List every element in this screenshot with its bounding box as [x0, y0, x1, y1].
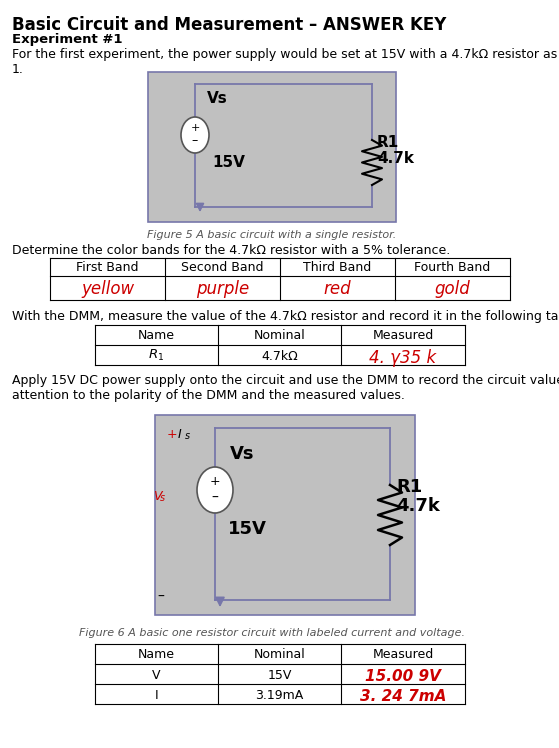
Text: Figure 6 A basic one resistor circuit with labeled current and voltage.: Figure 6 A basic one resistor circuit wi…: [79, 628, 465, 638]
Ellipse shape: [197, 467, 233, 513]
Text: 4.7k: 4.7k: [396, 497, 440, 515]
Text: –: –: [192, 135, 198, 147]
Text: Determine the color bands for the 4.7kΩ resistor with a 5% tolerance.: Determine the color bands for the 4.7kΩ …: [12, 244, 450, 257]
Text: I: I: [178, 428, 182, 441]
Text: 15V: 15V: [228, 520, 267, 538]
Text: Name: Name: [138, 329, 175, 342]
Text: For the first experiment, the power supply would be set at 15V with a 4.7kΩ resi: For the first experiment, the power supp…: [12, 48, 559, 76]
Text: Third Band: Third Band: [304, 261, 372, 274]
Text: Apply 15V DC power supply onto the circuit and use the DMM to record the circuit: Apply 15V DC power supply onto the circu…: [12, 374, 559, 402]
Text: R1: R1: [396, 478, 422, 496]
Text: yellow: yellow: [81, 280, 134, 298]
Text: +: +: [167, 428, 182, 441]
Text: 4.7kΩ: 4.7kΩ: [261, 350, 298, 363]
Text: $R_1$: $R_1$: [148, 348, 164, 363]
Text: Basic Circuit and Measurement – ANSWER KEY: Basic Circuit and Measurement – ANSWER K…: [12, 16, 447, 34]
Text: R1: R1: [377, 135, 399, 150]
Text: V: V: [153, 490, 162, 503]
Text: Vs: Vs: [230, 445, 254, 463]
Text: 15.00 9V: 15.00 9V: [365, 669, 441, 684]
Text: 3.19mA: 3.19mA: [255, 689, 304, 702]
Text: Nominal: Nominal: [254, 329, 305, 342]
Bar: [148, 72, 396, 222]
Text: Fourth Band: Fourth Band: [414, 261, 491, 274]
Text: Measured: Measured: [372, 329, 434, 342]
Text: Nominal: Nominal: [254, 648, 305, 661]
Text: –: –: [211, 491, 219, 505]
Text: 15V: 15V: [212, 155, 245, 170]
Text: Measured: Measured: [372, 648, 434, 661]
Text: Name: Name: [138, 648, 175, 661]
Text: First Band: First Band: [76, 261, 139, 274]
Text: Vs: Vs: [207, 91, 228, 106]
Text: s: s: [160, 493, 165, 503]
Text: 15V: 15V: [267, 669, 292, 682]
Text: I: I: [155, 689, 158, 702]
Text: purple: purple: [196, 280, 249, 298]
Ellipse shape: [181, 117, 209, 153]
Text: gold: gold: [435, 280, 470, 298]
Text: 3. 24 7mA: 3. 24 7mA: [360, 689, 446, 704]
Text: 4. γ35 k: 4. γ35 k: [369, 349, 437, 367]
Text: Second Band: Second Band: [181, 261, 264, 274]
Text: red: red: [324, 280, 351, 298]
Text: s: s: [185, 431, 190, 441]
Text: V: V: [152, 669, 161, 682]
Bar: [155, 415, 415, 615]
Text: 4.7k: 4.7k: [377, 151, 414, 166]
Text: –: –: [157, 590, 164, 604]
Text: Experiment #1: Experiment #1: [12, 33, 122, 46]
Text: +: +: [210, 474, 220, 488]
Text: Figure 5 A basic circuit with a single resistor.: Figure 5 A basic circuit with a single r…: [148, 230, 397, 240]
Text: +: +: [190, 123, 200, 133]
Text: With the DMM, measure the value of the 4.7kΩ resistor and record it in the follo: With the DMM, measure the value of the 4…: [12, 310, 559, 323]
